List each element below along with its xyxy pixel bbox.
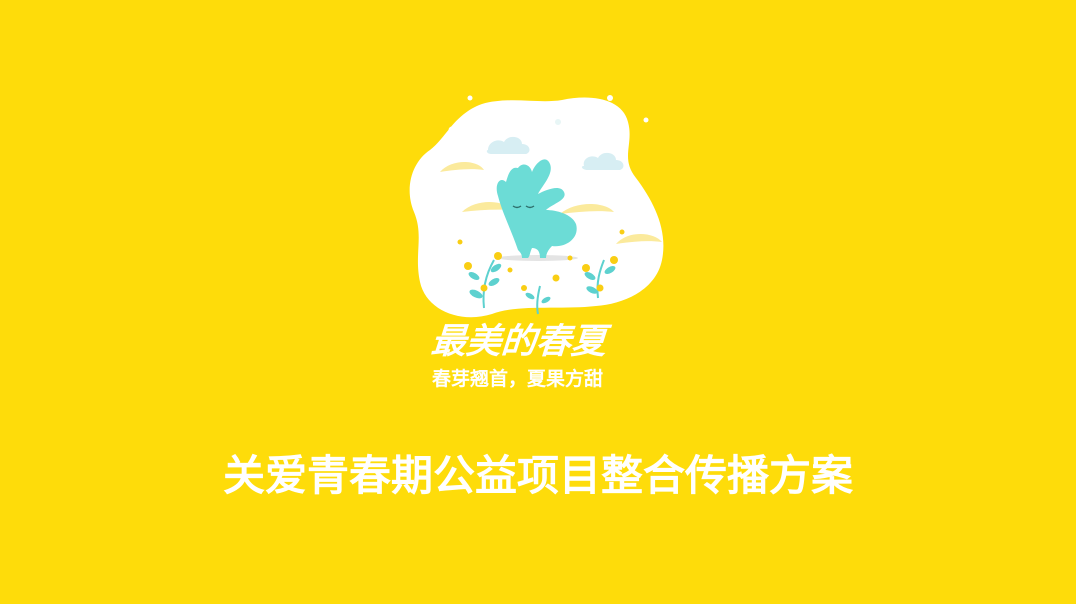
ground-shadow: [498, 255, 578, 261]
dot: [555, 119, 561, 125]
leaf-icons: [468, 263, 616, 304]
flower-icons: [457, 229, 625, 292]
plant-icon: [482, 259, 605, 315]
cloud-swirl: [440, 162, 484, 172]
dot: [607, 95, 613, 101]
dot: [448, 126, 456, 134]
mascot-icon: [496, 159, 577, 258]
dot: [467, 95, 473, 101]
cloud-swirl: [616, 234, 662, 244]
cloud-swirl: [560, 204, 614, 214]
logo-title: 最美的春夏: [429, 322, 608, 362]
dot: [643, 117, 649, 123]
logo-illustration: [409, 95, 664, 318]
cloud-icon: [581, 152, 624, 170]
cloud-swirl: [462, 202, 512, 212]
cloud-icon: [486, 136, 530, 154]
slide-title: 关爱青春期公益项目整合传播方案: [222, 451, 853, 500]
logo-subtitle: 春芽翘首，夏果方甜: [432, 368, 604, 390]
